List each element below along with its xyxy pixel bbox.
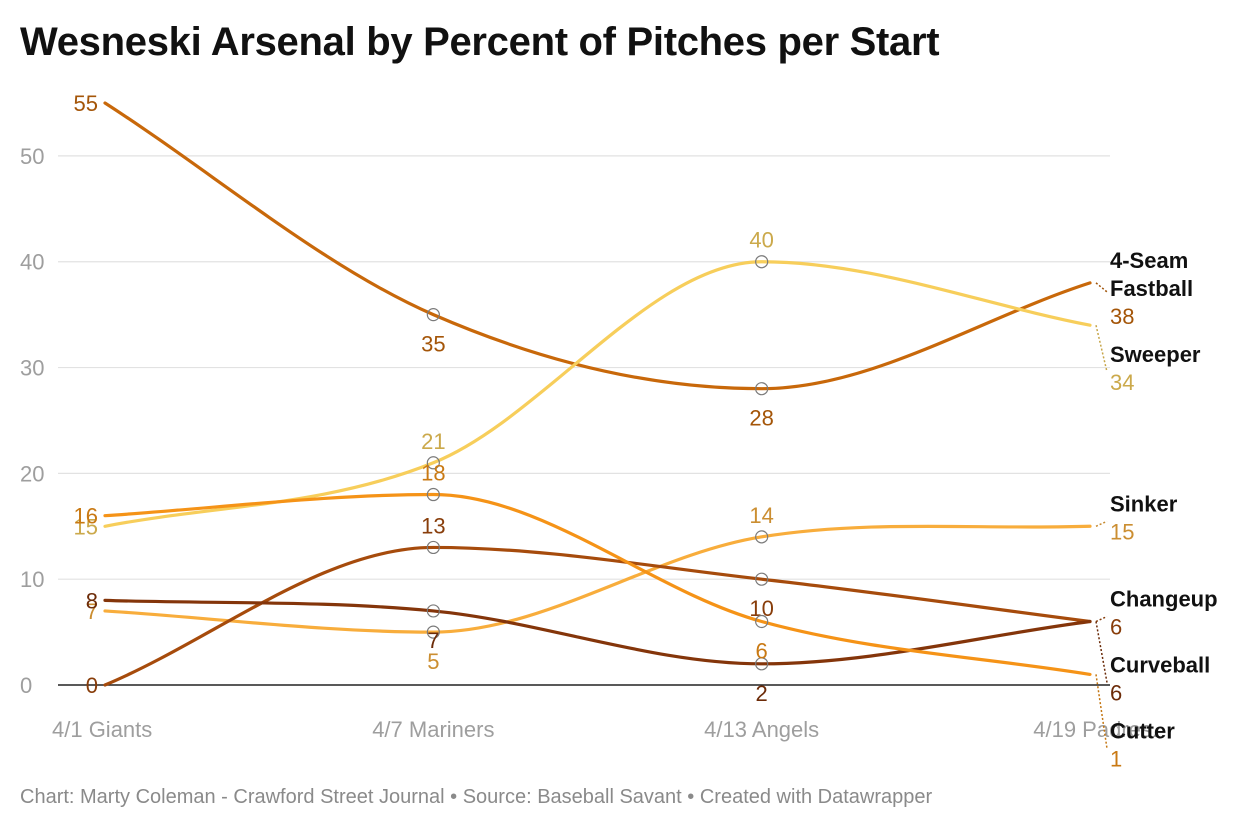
label-connector [1095, 520, 1108, 527]
data-label: 55 [74, 91, 98, 116]
data-label: 14 [749, 503, 773, 528]
data-label: 35 [421, 332, 445, 357]
data-point [426, 487, 440, 502]
data-point [755, 255, 769, 269]
data-label: 8 [86, 588, 98, 613]
data-point [426, 540, 440, 555]
x-tick-label: 4/13 Angels [704, 717, 819, 742]
series-label: Sweeper [1110, 342, 1201, 367]
data-point [426, 456, 440, 470]
data-label: 6 [1110, 615, 1122, 640]
data-label: 15 [74, 514, 98, 539]
x-tick-label: 4/19 Padres. [1033, 717, 1158, 742]
data-label: 10 [749, 596, 773, 621]
data-point [755, 572, 769, 586]
series-line [103, 492, 1092, 677]
y-tick-label: 40 [20, 250, 44, 275]
label-connector [1095, 615, 1108, 623]
series-label: 4-Seam [1110, 248, 1188, 273]
data-point [755, 614, 769, 629]
data-label: 0 [86, 673, 98, 698]
series-label: Fastball [1110, 276, 1193, 301]
series-label: Curveball [1110, 653, 1210, 678]
series-label: Changeup [1110, 587, 1218, 612]
data-label: 2 [756, 681, 768, 706]
data-label: 21 [421, 429, 445, 454]
data-point [755, 657, 769, 671]
data-label: 15 [1110, 519, 1134, 544]
data-label: 6 [756, 639, 768, 664]
x-tick-label: 4/1 Giants [52, 717, 152, 742]
label-connector [1095, 325, 1108, 373]
series-line [103, 598, 1092, 666]
label-connector [1095, 621, 1108, 683]
y-tick-label: 10 [20, 567, 44, 592]
label-connector [1095, 282, 1108, 293]
data-label: 5 [427, 649, 439, 674]
y-tick-label: 0 [20, 673, 32, 698]
data-point [426, 308, 440, 322]
label-connector [1095, 674, 1108, 749]
data-label: 34 [1110, 370, 1134, 395]
series-line [103, 101, 1092, 391]
series-label: Sinker [1110, 491, 1178, 516]
data-label: 6 [1110, 681, 1122, 706]
data-label: 1 [1110, 747, 1122, 772]
data-label: 38 [1110, 304, 1134, 329]
series-line [103, 524, 1092, 634]
data-point [426, 604, 440, 618]
y-tick-label: 20 [20, 461, 44, 486]
data-label: 13 [421, 513, 445, 538]
data-label: 18 [421, 461, 445, 486]
data-label: 7 [427, 628, 439, 653]
series-label: Cutter [1110, 719, 1175, 744]
data-label: 7 [86, 599, 98, 624]
data-point [426, 625, 440, 639]
data-label: 28 [749, 406, 773, 431]
chart-title: Wesneski Arsenal by Percent of Pitches p… [20, 20, 940, 64]
data-label: 40 [749, 228, 773, 253]
chart-footer: Chart: Marty Coleman - Crawford Street J… [20, 786, 933, 808]
series-line [103, 260, 1092, 528]
y-tick-label: 50 [20, 144, 44, 169]
data-label: 16 [74, 504, 98, 529]
y-tick-label: 30 [20, 356, 44, 381]
series-line [103, 545, 1092, 687]
data-point [755, 530, 769, 544]
x-tick-label: 4/7 Mariners [372, 717, 494, 742]
data-point [755, 382, 769, 396]
